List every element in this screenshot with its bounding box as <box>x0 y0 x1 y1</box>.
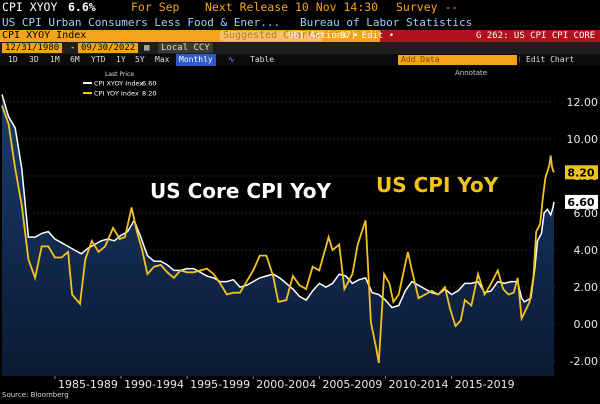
edit-menu[interactable]: 97) Edit • <box>340 31 395 41</box>
table-button[interactable]: Table <box>250 55 275 64</box>
headline-cpi-line <box>1 105 555 364</box>
chart-type-icon[interactable]: ∿ <box>228 55 235 64</box>
suggested-charts-button[interactable]: Suggested Charts <box>220 31 323 41</box>
last-label-headline: 8.20 <box>567 166 594 179</box>
last-label-core: 6.60 <box>567 196 594 209</box>
security-field[interactable]: CPI XYOY Index <box>2 30 87 41</box>
source-footer: Source: Bloomberg <box>2 391 69 399</box>
annotation-headline: US CPI YoY <box>376 173 499 197</box>
frequency-select[interactable]: Monthly <box>176 54 216 66</box>
y-tick-label: 2.00 <box>574 281 599 294</box>
x-tick-label: 1990-1994 <box>124 378 184 390</box>
period-1y[interactable]: 1Y <box>116 55 126 64</box>
period-max[interactable]: Max <box>155 55 170 64</box>
header-row: CPI XYOY 6.6% For Sep Next Release 10 No… <box>0 0 600 15</box>
add-data-input[interactable]: Add Data <box>398 55 517 65</box>
y-tick-label: 4.00 <box>574 244 599 257</box>
x-tick-label: 2015-2019 <box>455 378 515 390</box>
security-description: US CPI Urban Consumers Less Food & Ener.… <box>2 16 281 29</box>
chart-id: G 262: US CPI CPI CORE <box>476 31 596 41</box>
y-tick-label: 12.00 <box>567 96 599 109</box>
y-tick-label: 0.00 <box>574 318 599 331</box>
period-5y[interactable]: 5Y <box>135 55 145 64</box>
annotation-core: US Core CPI YoY <box>150 179 332 203</box>
y-tick-label: -2.00 <box>570 355 598 368</box>
last-value: 6.6% <box>68 0 96 14</box>
x-tick-label: 2000-2004 <box>256 378 316 390</box>
last-value-labels: 8.20 6.60 <box>565 165 598 209</box>
date-separator-icon: - <box>70 43 76 53</box>
period-label: For Sep <box>131 0 180 14</box>
currency-select[interactable]: Local CCY <box>158 43 213 53</box>
start-date-input[interactable]: 12/31/1980 <box>2 43 63 53</box>
period-1m[interactable]: 1M <box>50 55 60 64</box>
source-name: Bureau of Labor Statistics <box>300 16 473 29</box>
legend-value-core: 6.60 <box>142 80 156 88</box>
calendar-icon[interactable]: ▦ <box>144 43 150 53</box>
x-tick-label: 1995-1999 <box>190 378 250 390</box>
y-tick-label: 10.00 <box>567 133 599 146</box>
action-bar <box>380 30 600 42</box>
end-date-input[interactable]: 09/30/2022 <box>78 43 139 53</box>
legend-label-core: CPI XYOY Index <box>94 80 143 88</box>
last-label-box-core <box>565 194 598 209</box>
core-cpi-line <box>1 94 555 309</box>
legend: Last Price CPI XYOY Index 6.60 CPI YOY I… <box>80 68 162 101</box>
x-tick-label: 1985-1989 <box>58 378 118 390</box>
period-3d[interactable]: 3D <box>29 55 39 64</box>
x-tick-label: 2005-2009 <box>322 378 382 390</box>
next-release: Next Release 10 Nov 14:30 <box>205 0 379 14</box>
core-cpi-area <box>2 94 554 376</box>
date-range-row: 12/31/1980 - 09/30/2022 ▦ Local CCY <box>0 42 600 54</box>
edit-chart-button[interactable]: Edit Chart <box>526 55 575 64</box>
description-row: US CPI Urban Consumers Less Food & Ener.… <box>0 15 600 30</box>
legend-label-headline: CPI YOY Index <box>94 90 139 98</box>
survey-label: Survey -- <box>396 0 459 14</box>
period-ytd[interactable]: YTD <box>91 55 106 64</box>
legend-box <box>80 68 162 101</box>
legend-title: Last Price <box>105 71 134 78</box>
security-bar: CPI XYOY Index Suggested Charts 96) Acti… <box>0 30 600 42</box>
period-1d[interactable]: 1D <box>8 55 18 64</box>
last-label-box-headline <box>565 165 598 180</box>
annotate-button[interactable]: Annotate <box>455 69 487 77</box>
settings-icon[interactable]: ⁝ <box>518 55 521 64</box>
x-tick-label: 2010-2014 <box>389 378 449 390</box>
x-axis: 1985-1989 1990-1994 1995-1999 2000-2004 2005… <box>54 376 515 390</box>
y-tick-label: 6.00 <box>574 207 599 220</box>
toolbar-row: 1D 3D 1M 6M YTD 1Y 5Y Max Monthly ∿ Tabl… <box>0 54 600 66</box>
period-6m[interactable]: 6M <box>70 55 80 64</box>
ticker[interactable]: CPI XYOY <box>2 0 58 14</box>
actions-menu[interactable]: 96) Actions • <box>288 31 359 41</box>
legend-value-headline: 8.20 <box>142 90 156 98</box>
